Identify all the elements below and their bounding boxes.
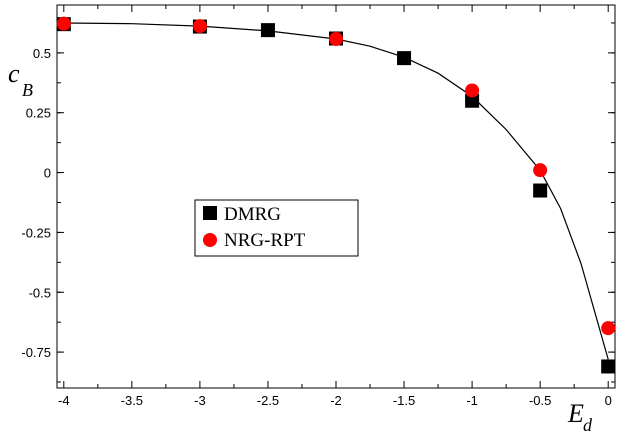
plot-area-border xyxy=(56,4,616,389)
tick-labels: -4 -3.5 -3 -2.5 -2 -1.5 -1 -0.5 0 -0.75 -0.5 -0.25 0… xyxy=(21,46,611,408)
x-tick-label: 0 xyxy=(605,393,612,408)
fit-curve-group xyxy=(63,22,609,360)
x-tick-label: -2.5 xyxy=(257,393,279,408)
x-tick-label: -3 xyxy=(194,393,206,408)
x-tick-label: -3.5 xyxy=(121,393,143,408)
y-axis-label: c xyxy=(8,59,20,88)
x-tick-label: -0.5 xyxy=(529,393,551,408)
y-tick-label: 0.25 xyxy=(26,106,51,121)
plot-frame xyxy=(56,4,616,389)
nrg-rpt-point xyxy=(192,19,207,34)
y-axis-label-subscript: B xyxy=(22,80,33,100)
dmrg-point xyxy=(465,93,480,108)
fit-curve xyxy=(63,22,609,360)
x-tick-label: -4 xyxy=(58,393,70,408)
y-tick-label: -0.25 xyxy=(21,225,51,240)
nrg-rpt-point xyxy=(465,83,480,98)
nrg-rpt-point xyxy=(56,16,71,31)
legend-box xyxy=(194,199,359,257)
x-axis-label-subscript: d xyxy=(583,415,593,435)
legend-label-nrg-rpt: NRG-RPT xyxy=(224,230,306,251)
data-marks xyxy=(56,16,616,374)
legend-label-dmrg: DMRG xyxy=(224,204,281,225)
legend-marker-nrg-rpt xyxy=(203,233,217,247)
nrg-rpt-point xyxy=(329,31,343,46)
x-axis-label: E xyxy=(567,399,584,428)
axis-ticks xyxy=(57,5,615,388)
dmrg-point xyxy=(533,183,548,198)
nrg-rpt-point xyxy=(601,321,616,336)
legend: DMRG NRG-RPT xyxy=(194,199,359,257)
y-tick-label: 0 xyxy=(44,166,51,181)
x-tick-label: -1 xyxy=(466,393,478,408)
x-tick-label: -2 xyxy=(330,393,342,408)
dmrg-point xyxy=(397,51,412,66)
y-tick-label: 0.5 xyxy=(33,46,51,61)
y-tick-label: -0.75 xyxy=(21,345,51,360)
dmrg-point xyxy=(601,359,616,374)
y-tick-label: -0.5 xyxy=(29,285,51,300)
nrg-rpt-point xyxy=(533,163,548,178)
legend-marker-dmrg xyxy=(203,206,217,220)
x-tick-label: -1.5 xyxy=(393,393,415,408)
dmrg-point xyxy=(260,23,275,38)
